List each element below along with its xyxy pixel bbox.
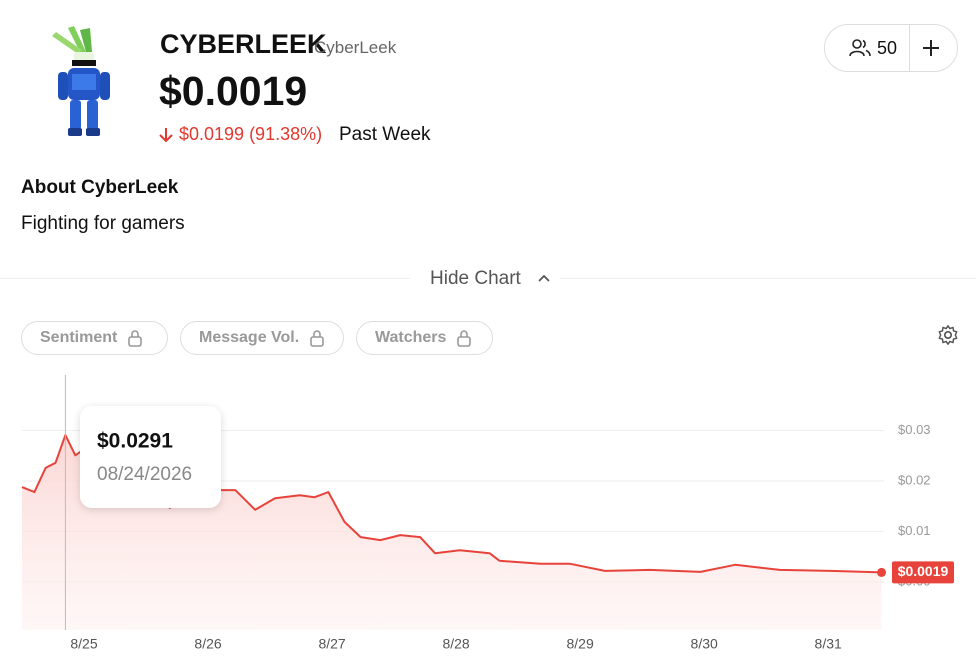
tab-label: Watchers [375, 329, 447, 346]
tooltip-box [80, 406, 221, 508]
area-fill [22, 435, 882, 630]
hide-chart-button[interactable]: Hide Chart [430, 268, 521, 289]
toggle-bg [410, 266, 560, 292]
tooltip: $0.0291 08/24/2026 [80, 406, 221, 508]
price: $0.0019 [159, 68, 308, 114]
y-tick-label: $0.01 [898, 523, 931, 538]
about-description: Fighting for gamers [21, 213, 185, 234]
people-icon [849, 39, 871, 57]
avatar [52, 26, 110, 136]
asset-name: CYBERLEEK [160, 29, 327, 59]
lock-icon [457, 330, 472, 347]
watchers-count: 50 [877, 38, 898, 58]
tooltip-value: $0.0291 [97, 430, 173, 453]
x-tick-label: 8/27 [318, 636, 345, 652]
last-price-label: $0.0019 [898, 563, 949, 579]
down-arrow [159, 128, 173, 143]
divider [909, 25, 910, 71]
lock-icon [128, 330, 143, 347]
last-price-badge [892, 561, 954, 584]
last-point [877, 567, 887, 577]
watch-button[interactable]: 50 [824, 24, 958, 72]
tooltip-date: 08/24/2026 [97, 464, 192, 485]
x-tick-label: 8/31 [815, 636, 842, 652]
tab[interactable]: Message Vol. [180, 321, 344, 355]
chevron-up [538, 274, 550, 282]
x-tick-label: 8/30 [691, 636, 718, 652]
x-tick-label: 8/26 [194, 636, 221, 652]
change-period: Past Week [339, 124, 431, 145]
plus-icon[interactable] [922, 39, 940, 57]
lock-icon [310, 330, 324, 347]
asset-symbol: CyberLeek [314, 38, 397, 57]
x-tick-label: 8/29 [567, 636, 594, 652]
about-title: About CyberLeek [21, 177, 179, 198]
tab-label: Sentiment [40, 329, 118, 346]
tab-label: Message Vol. [199, 329, 300, 346]
tab[interactable]: Sentiment [21, 321, 168, 355]
y-tick-label: $0.03 [898, 422, 931, 437]
settings-icon[interactable] [937, 324, 959, 346]
y-tick-label: $0.02 [898, 472, 931, 487]
tab[interactable]: Watchers [356, 321, 493, 355]
price-change: $0.0199 (91.38%) [179, 124, 323, 144]
x-tick-label: 8/28 [442, 636, 469, 652]
x-tick-label: 8/25 [70, 636, 97, 652]
